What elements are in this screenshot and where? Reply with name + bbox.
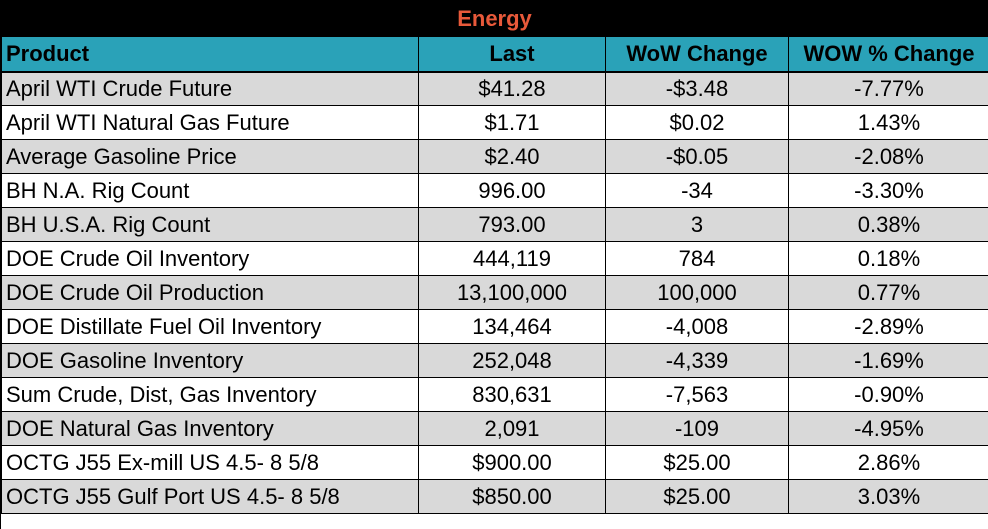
table-row: DOE Crude Oil Production 13,100,000 100,00… <box>1 275 988 310</box>
table-row: April WTI Crude Future $41.28 -$3.48 -7.77% <box>1 71 988 106</box>
last-cell: $1.71 <box>418 105 606 140</box>
table-title: Energy <box>1 0 988 36</box>
last-cell: 793.00 <box>418 207 606 242</box>
wow-pct-change-cell: 0.18% <box>788 241 988 276</box>
wow-pct-change-cell: -1.69% <box>788 343 988 378</box>
product-cell: BH U.S.A. Rig Count <box>1 207 419 242</box>
table-row: DOE Crude Oil Inventory 444,119 784 0.18% <box>1 241 988 276</box>
table-row: BH N.A. Rig Count 996.00 -34 -3.30% <box>1 173 988 208</box>
column-header-wow-pct-change: WOW % Change <box>788 36 988 73</box>
wow-pct-change-cell: -7.77% <box>788 71 988 106</box>
last-cell: $850.00 <box>418 479 606 514</box>
wow-change-cell: -109 <box>605 411 789 446</box>
wow-pct-change-cell: -4.95% <box>788 411 988 446</box>
wow-change-cell: 3 <box>605 207 789 242</box>
wow-pct-change-cell: 2.86% <box>788 445 988 480</box>
last-cell: 134,464 <box>418 309 606 344</box>
last-cell: $900.00 <box>418 445 606 480</box>
product-cell: April WTI Crude Future <box>1 71 419 106</box>
last-cell: 830,631 <box>418 377 606 412</box>
table-row: Average Gasoline Price $2.40 -$0.05 -2.08% <box>1 139 988 174</box>
wow-change-cell: -34 <box>605 173 789 208</box>
product-cell: OCTG J55 Ex-mill US 4.5- 8 5/8 <box>1 445 419 480</box>
table-row: BH U.S.A. Rig Count 793.00 3 0.38% <box>1 207 988 242</box>
table-row: OCTG J55 Ex-mill US 4.5- 8 5/8 $900.00 $25… <box>1 445 988 480</box>
last-cell: 252,048 <box>418 343 606 378</box>
wow-change-cell: 784 <box>605 241 789 276</box>
wow-pct-change-cell: 3.03% <box>788 479 988 514</box>
product-cell: Average Gasoline Price <box>1 139 419 174</box>
last-cell: 444,119 <box>418 241 606 276</box>
wow-pct-change-cell: 0.38% <box>788 207 988 242</box>
wow-change-cell: $25.00 <box>605 479 789 514</box>
wow-change-cell: $25.00 <box>605 445 789 480</box>
wow-pct-change-cell: -2.08% <box>788 139 988 174</box>
table-body: April WTI Crude Future $41.28 -$3.48 -7.77%… <box>1 71 988 514</box>
wow-pct-change-cell: -0.90% <box>788 377 988 412</box>
wow-change-cell: -4,339 <box>605 343 789 378</box>
column-header-product: Product <box>1 36 419 73</box>
table-row: April WTI Natural Gas Future $1.71 $0.02 1.… <box>1 105 988 140</box>
product-cell: April WTI Natural Gas Future <box>1 105 419 140</box>
table-row: DOE Gasoline Inventory 252,048 -4,339 -1.69… <box>1 343 988 378</box>
header-row: Product Last WoW Change WOW % Change <box>1 36 988 73</box>
last-cell: $2.40 <box>418 139 606 174</box>
wow-pct-change-cell: -3.30% <box>788 173 988 208</box>
product-cell: DOE Crude Oil Production <box>1 275 419 310</box>
product-cell: Sum Crude, Dist, Gas Inventory <box>1 377 419 412</box>
product-cell: DOE Gasoline Inventory <box>1 343 419 378</box>
product-cell: DOE Natural Gas Inventory <box>1 411 419 446</box>
table-row: OCTG J55 Gulf Port US 4.5- 8 5/8 $850.00 $… <box>1 479 988 514</box>
last-cell: 996.00 <box>418 173 606 208</box>
product-cell: BH N.A. Rig Count <box>1 173 419 208</box>
wow-pct-change-cell: 1.43% <box>788 105 988 140</box>
table-row: DOE Natural Gas Inventory 2,091 -109 -4.95% <box>1 411 988 446</box>
last-cell: 13,100,000 <box>418 275 606 310</box>
last-cell: 2,091 <box>418 411 606 446</box>
wow-pct-change-cell: 0.77% <box>788 275 988 310</box>
product-cell: DOE Distillate Fuel Oil Inventory <box>1 309 419 344</box>
wow-change-cell: 100,000 <box>605 275 789 310</box>
table-row: Sum Crude, Dist, Gas Inventory 830,631 -7,… <box>1 377 988 412</box>
last-cell: $41.28 <box>418 71 606 106</box>
wow-change-cell: -7,563 <box>605 377 789 412</box>
product-cell: OCTG J55 Gulf Port US 4.5- 8 5/8 <box>1 479 419 514</box>
wow-pct-change-cell: -2.89% <box>788 309 988 344</box>
wow-change-cell: -$3.48 <box>605 71 789 106</box>
table-row: DOE Distillate Fuel Oil Inventory 134,464… <box>1 309 988 344</box>
column-header-last: Last <box>418 36 606 73</box>
energy-table: Product Last WoW Change WOW % Change Apr… <box>1 36 988 514</box>
wow-change-cell: $0.02 <box>605 105 789 140</box>
column-header-wow-change: WoW Change <box>605 36 789 73</box>
product-cell: DOE Crude Oil Inventory <box>1 241 419 276</box>
wow-change-cell: -$0.05 <box>605 139 789 174</box>
wow-change-cell: -4,008 <box>605 309 789 344</box>
